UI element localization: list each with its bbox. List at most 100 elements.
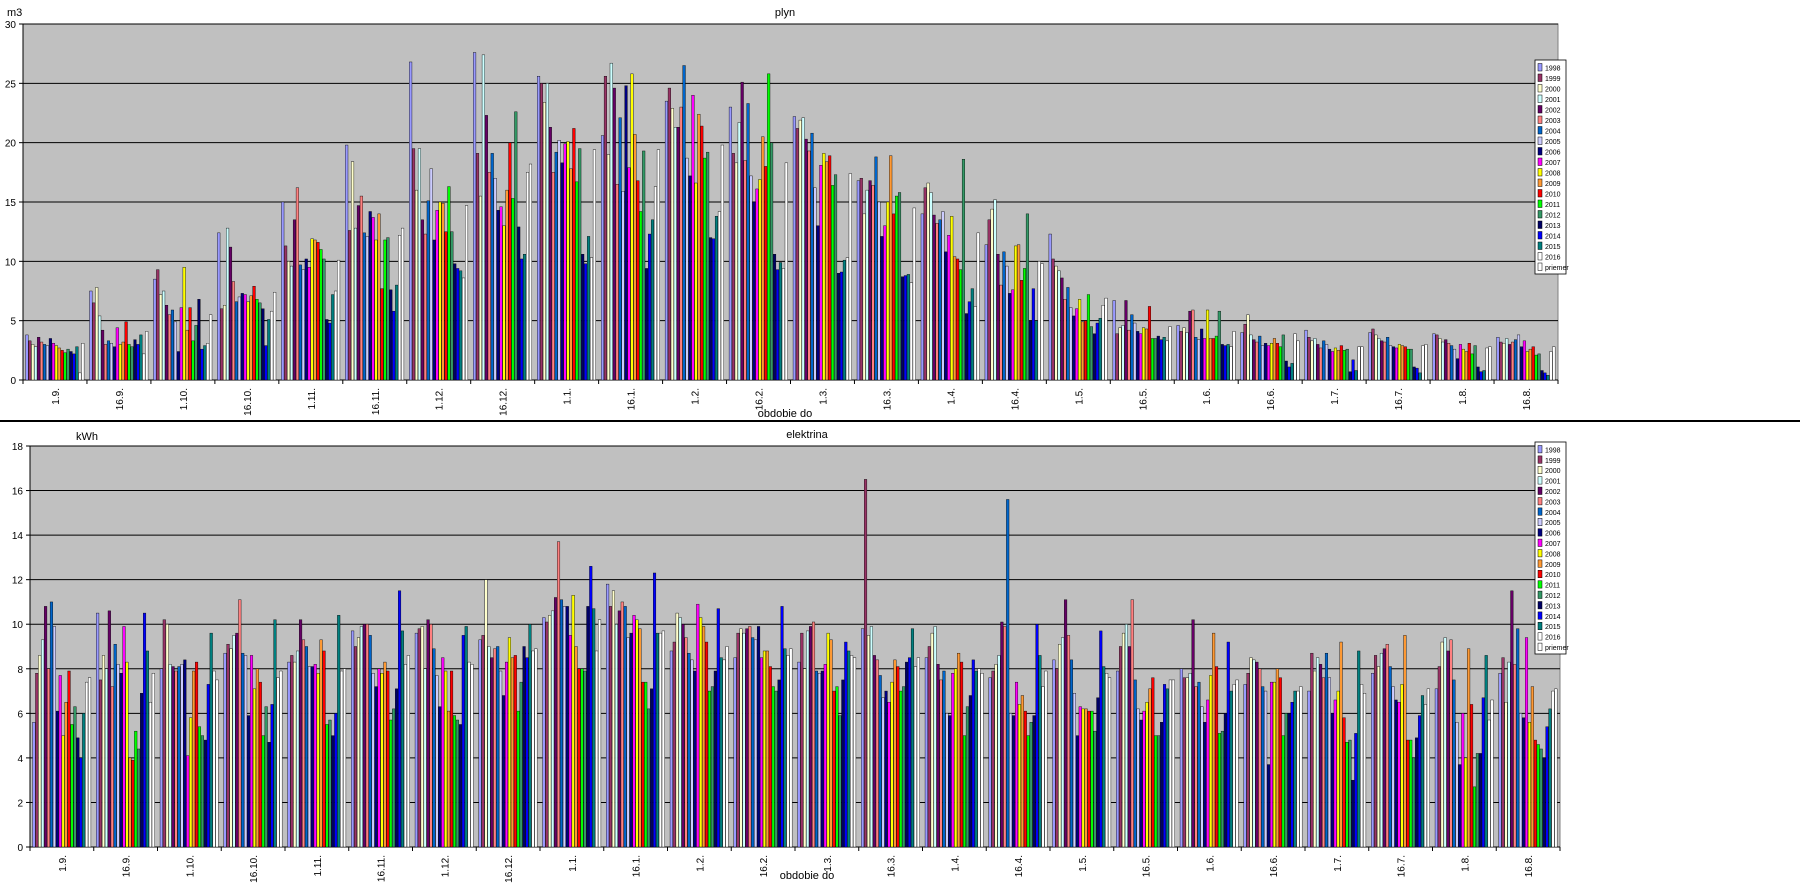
x-tick-label: 1.8.: [1460, 855, 1471, 872]
legend-item-label: 2010: [1545, 192, 1561, 199]
bar: [464, 626, 468, 848]
bar: [487, 172, 491, 381]
bar: [700, 125, 704, 381]
bar: [1133, 322, 1137, 381]
bar: [789, 648, 793, 848]
bar: [1038, 655, 1042, 848]
bar: [933, 626, 937, 848]
bar: [82, 713, 86, 848]
bar: [435, 675, 439, 848]
bar: [1194, 686, 1198, 848]
chart-title: plyn: [775, 7, 795, 19]
bar: [331, 735, 335, 848]
bar: [92, 302, 96, 381]
bar: [929, 192, 933, 381]
legend-item-label: 2009: [1545, 562, 1561, 569]
bar: [656, 149, 660, 381]
bar: [816, 225, 820, 381]
bar: [778, 262, 782, 381]
bar: [1511, 341, 1515, 381]
legend-item-label: 2000: [1545, 468, 1561, 475]
bar: [1406, 739, 1410, 848]
bar: [48, 338, 52, 381]
bar: [761, 136, 765, 381]
bar: [996, 254, 1000, 381]
legend-swatch: [1537, 94, 1543, 103]
bar: [705, 641, 709, 848]
y-tick-label: 0: [10, 376, 16, 387]
bar: [571, 595, 575, 848]
bar: [1290, 701, 1294, 848]
bar: [104, 668, 108, 848]
bar: [447, 186, 451, 381]
legend-item-label: 2001: [1545, 479, 1561, 486]
bar: [825, 161, 829, 381]
bar: [334, 713, 338, 848]
gas-chart: 0 5 10 15 20 25 30 1.9. 16.9. 1.10. 16.10. 1.11. 16.…: [5, 7, 1570, 420]
bar: [600, 135, 605, 381]
bar: [1156, 335, 1160, 381]
bar: [1020, 695, 1024, 848]
bar: [1516, 628, 1520, 848]
bar: [249, 655, 254, 848]
bar: [1328, 348, 1332, 381]
bar: [450, 670, 454, 848]
bar: [862, 213, 866, 381]
bar: [441, 202, 445, 381]
bar: [1171, 679, 1175, 848]
bar: [866, 635, 870, 848]
bar: [1055, 668, 1059, 848]
x-tick-label: 16.3.: [882, 388, 893, 410]
bar: [1240, 332, 1244, 381]
bar: [712, 238, 716, 381]
bar: [1168, 679, 1172, 848]
bar: [1325, 344, 1329, 381]
legend-swatch: [1537, 476, 1543, 485]
y-tick-label: 8: [17, 665, 23, 676]
bar: [383, 239, 387, 381]
bar: [595, 650, 599, 848]
bar: [1435, 334, 1439, 381]
bar: [1127, 646, 1131, 848]
bar: [490, 657, 494, 848]
bar: [1165, 340, 1169, 381]
y-tick-label: 4: [17, 754, 23, 765]
legend-swatch: [1537, 466, 1543, 474]
bar: [170, 309, 174, 381]
bar: [813, 187, 817, 381]
bar: [836, 273, 841, 381]
bar: [688, 175, 692, 381]
legend-item-label: 2008: [1545, 551, 1561, 558]
bar: [1232, 684, 1236, 848]
bar: [195, 661, 199, 848]
bar: [1072, 315, 1076, 381]
bar: [353, 227, 358, 381]
bar: [1354, 733, 1358, 848]
bar: [435, 210, 439, 381]
bar: [994, 664, 998, 848]
bar: [1182, 327, 1186, 381]
bar: [293, 661, 297, 848]
bar: [1028, 320, 1032, 381]
bar: [1438, 338, 1442, 381]
x-tick-label: 1.8.: [1458, 388, 1469, 405]
bar: [1444, 339, 1448, 381]
bar: [1116, 670, 1120, 848]
bar: [728, 106, 732, 381]
bar: [1498, 673, 1502, 848]
y-tick-label: 15: [5, 198, 17, 209]
bar: [1008, 293, 1012, 381]
legend-swatch: [1537, 601, 1543, 610]
bar: [932, 214, 936, 381]
bar: [1089, 326, 1093, 381]
bar: [757, 626, 761, 848]
bar: [426, 200, 430, 381]
bar: [1209, 675, 1213, 848]
bar: [583, 670, 587, 848]
bar: [255, 299, 259, 381]
bar: [739, 628, 743, 848]
bar: [892, 213, 896, 381]
bar: [1389, 345, 1393, 381]
bar: [1322, 340, 1326, 381]
bar: [209, 314, 213, 381]
